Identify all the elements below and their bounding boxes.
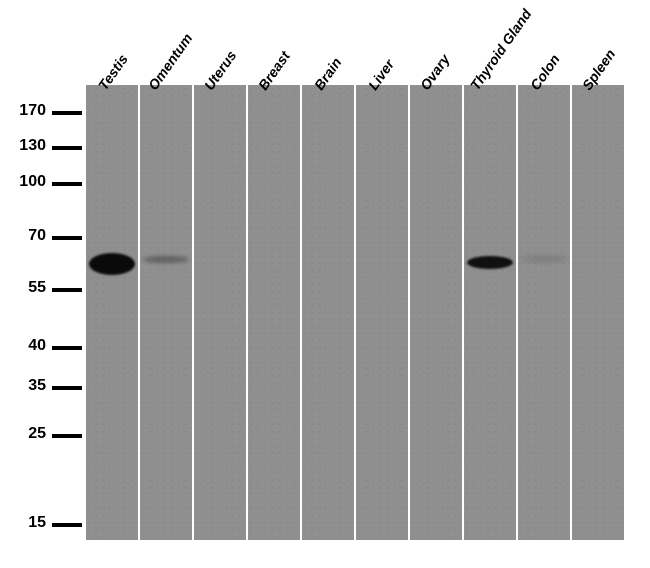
lane — [410, 85, 462, 540]
lane — [194, 85, 246, 540]
lane — [86, 85, 138, 540]
ladder-tick — [52, 236, 82, 240]
ladder-tick — [52, 146, 82, 150]
lane — [572, 85, 624, 540]
ladder-tick — [52, 523, 82, 527]
ladder-label: 55 — [6, 279, 46, 297]
lane — [464, 85, 516, 540]
lane-noise — [518, 85, 570, 540]
ladder-label: 170 — [6, 102, 46, 120]
ladder-label: 100 — [6, 173, 46, 191]
lane-noise — [572, 85, 624, 540]
lane-noise — [356, 85, 408, 540]
lane — [518, 85, 570, 540]
lane-noise — [86, 85, 138, 540]
band — [467, 256, 513, 269]
ladder-label: 40 — [6, 337, 46, 355]
lane-noise — [140, 85, 192, 540]
lane — [248, 85, 300, 540]
band — [143, 256, 189, 263]
ladder-label: 70 — [6, 227, 46, 245]
ladder-tick — [52, 111, 82, 115]
ladder-label: 130 — [6, 137, 46, 155]
ladder-tick — [52, 434, 82, 438]
ladder-label: 25 — [6, 425, 46, 443]
ladder-tick — [52, 182, 82, 186]
blot-container: 170130100705540352515 TestisOmentumUteru… — [0, 0, 650, 568]
lane-noise — [302, 85, 354, 540]
lane-noise — [410, 85, 462, 540]
lane-noise — [194, 85, 246, 540]
ladder-tick — [52, 288, 82, 292]
lane-noise — [464, 85, 516, 540]
lane-noise — [248, 85, 300, 540]
band — [521, 256, 567, 262]
lanes-area — [86, 85, 624, 540]
lane — [140, 85, 192, 540]
ladder-tick — [52, 346, 82, 350]
ladder-tick — [52, 386, 82, 390]
ladder-label: 15 — [6, 514, 46, 532]
ladder-label: 35 — [6, 377, 46, 395]
lane-label: Omentum — [145, 30, 196, 93]
lane — [356, 85, 408, 540]
molecular-weight-ladder: 170 130 100 70 55 40 35 25 15 — [0, 0, 85, 568]
lane — [302, 85, 354, 540]
lane-label: Thyroid Gland — [467, 6, 535, 93]
